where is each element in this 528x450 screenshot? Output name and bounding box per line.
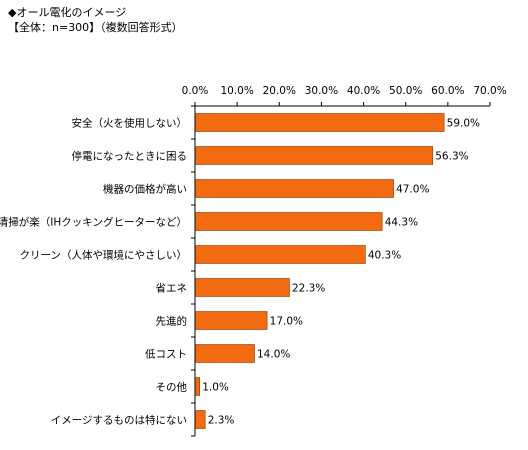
category-label: 停電になったときに困る: [72, 150, 188, 163]
bar: [195, 278, 290, 297]
bar: [195, 179, 394, 198]
chart-title: ◆オール電化のイメージ: [8, 6, 127, 19]
data-label: 44.3%: [385, 217, 418, 229]
x-tick-label: 10.0%: [220, 85, 253, 97]
category-label: 低コスト: [145, 348, 187, 361]
data-label: 1.0%: [202, 382, 229, 394]
x-tick-label: 20.0%: [263, 85, 296, 97]
category-label: 安全（火を使用しない）: [72, 117, 188, 130]
x-tick-label: 70.0%: [473, 85, 506, 97]
bar: [195, 113, 445, 132]
bar: [195, 212, 383, 231]
bar: [195, 410, 206, 429]
data-label: 59.0%: [447, 118, 480, 130]
x-tick-label: 30.0%: [305, 85, 338, 97]
x-tick-label: 60.0%: [431, 85, 464, 97]
x-tick-label: 0.0%: [182, 85, 209, 97]
category-label: 先進的: [156, 315, 188, 328]
data-label: 17.0%: [270, 316, 303, 328]
x-tick-label: 50.0%: [389, 85, 422, 97]
category-label: 省エネ: [156, 282, 188, 295]
chart-subtitle: 【全体：n=300】（複数回答形式）: [8, 21, 183, 34]
x-tick-label: 40.0%: [347, 85, 380, 97]
category-label: イメージするものは特にない: [51, 415, 187, 427]
bar: [195, 146, 434, 165]
data-label: 47.0%: [396, 184, 429, 196]
data-label: 14.0%: [257, 349, 290, 361]
category-label: 機器の価格が高い: [103, 183, 187, 196]
category-label: クリーン（人体や環境にやさしい）: [20, 249, 187, 262]
category-label: その他: [156, 381, 188, 394]
bar: [195, 377, 201, 396]
bar: [195, 344, 255, 363]
bar: [195, 311, 268, 330]
data-label: 22.3%: [292, 283, 325, 295]
category-label: 清掃が楽（IHクッキングヒーターなど）: [0, 216, 187, 229]
bar: [195, 245, 366, 264]
data-label: 40.3%: [368, 250, 401, 262]
data-label: 56.3%: [435, 151, 468, 163]
data-label: 2.3%: [208, 415, 235, 427]
